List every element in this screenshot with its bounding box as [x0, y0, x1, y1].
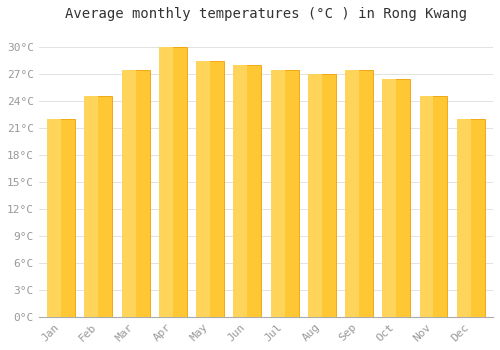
Bar — [196, 61, 210, 317]
Bar — [122, 70, 150, 317]
Bar — [84, 97, 98, 317]
Bar — [234, 65, 247, 317]
Bar — [270, 70, 284, 317]
Bar — [382, 78, 396, 317]
Title: Average monthly temperatures (°C ) in Rong Kwang: Average monthly temperatures (°C ) in Ro… — [65, 7, 467, 21]
Bar — [345, 70, 359, 317]
Bar — [196, 61, 224, 317]
Bar — [345, 70, 373, 317]
Bar — [84, 97, 112, 317]
Bar — [420, 97, 448, 317]
Bar — [308, 74, 322, 317]
Bar — [270, 70, 298, 317]
Bar — [382, 78, 410, 317]
Bar — [420, 97, 434, 317]
Bar — [47, 119, 75, 317]
Bar — [457, 119, 484, 317]
Bar — [159, 47, 173, 317]
Bar — [159, 47, 187, 317]
Bar — [234, 65, 262, 317]
Bar — [308, 74, 336, 317]
Bar — [457, 119, 470, 317]
Bar — [47, 119, 61, 317]
Bar — [122, 70, 136, 317]
